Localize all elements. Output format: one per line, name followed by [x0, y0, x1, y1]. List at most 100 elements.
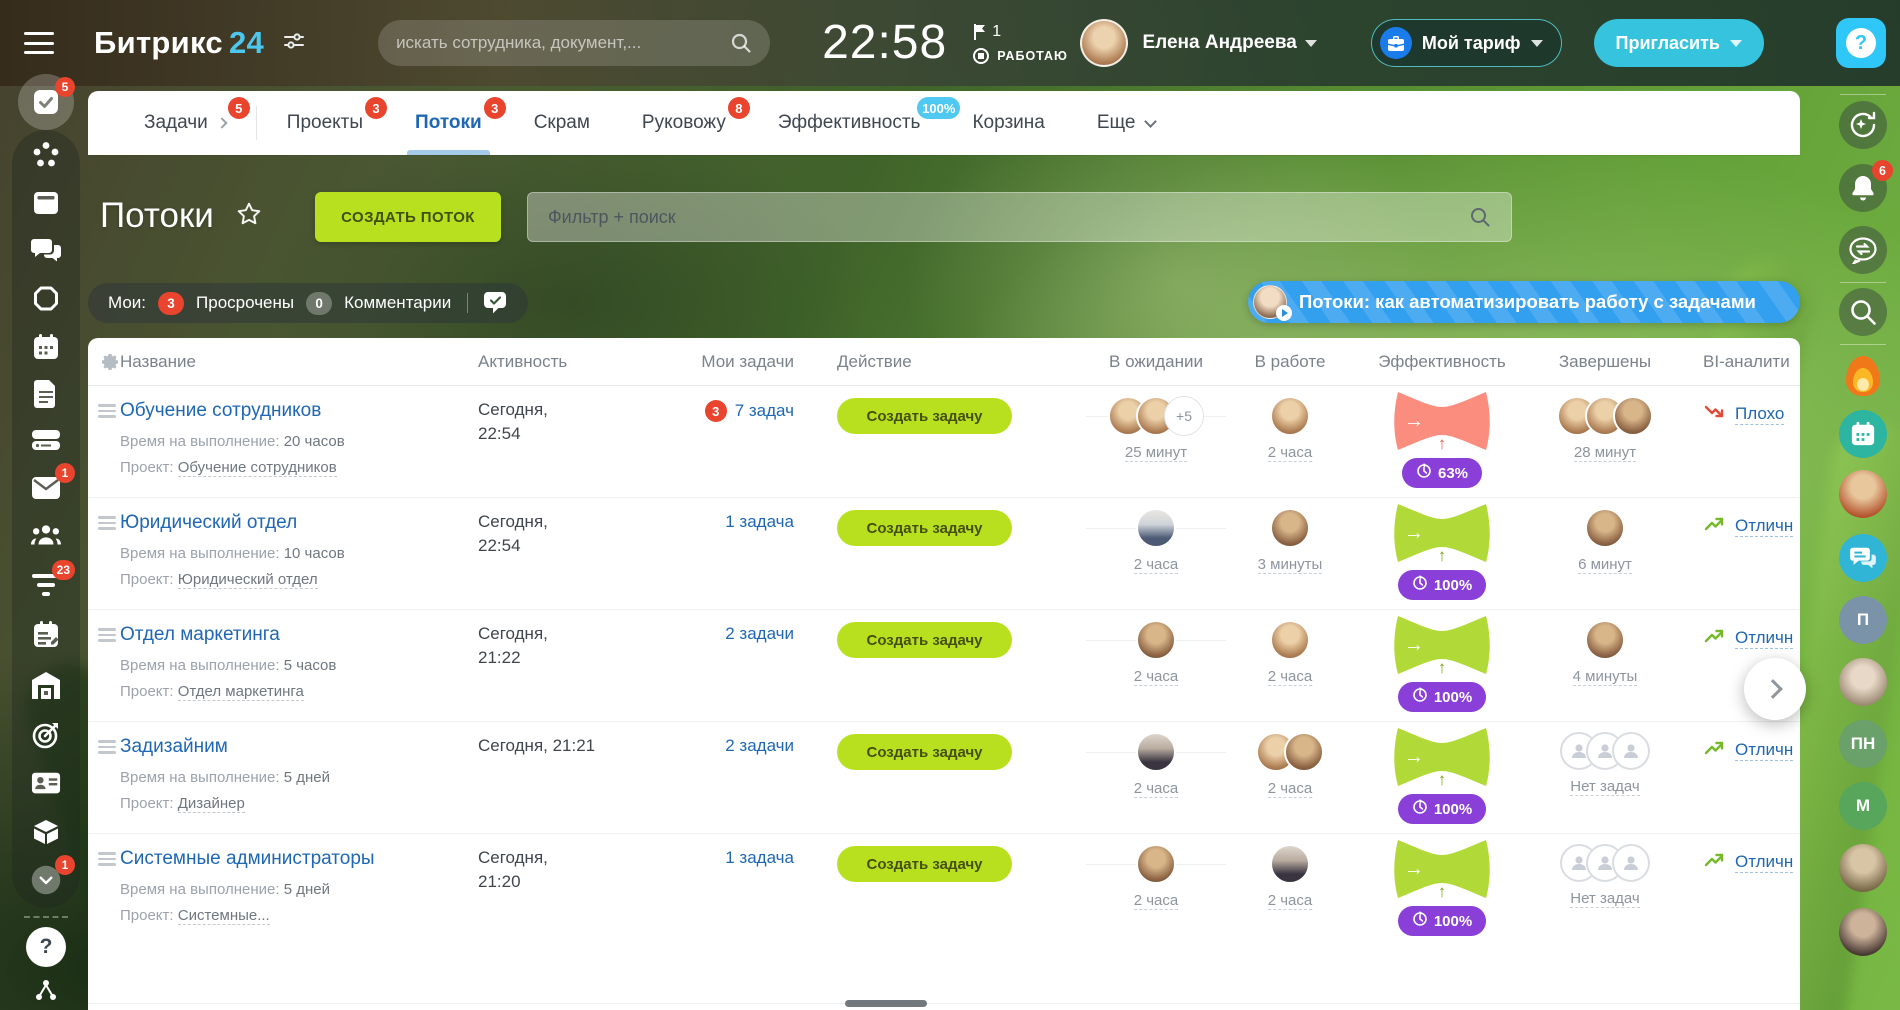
- col-bi-analytics[interactable]: BI-аналити: [1703, 352, 1790, 371]
- assignee-avatar[interactable]: [1136, 620, 1176, 660]
- logo-settings-icon[interactable]: [282, 29, 306, 58]
- drag-handle-icon[interactable]: [98, 404, 116, 418]
- assignee-avatar[interactable]: [1284, 732, 1324, 772]
- invite-button[interactable]: Пригласить: [1593, 19, 1764, 67]
- col-my-tasks[interactable]: Мои задачи: [701, 352, 794, 371]
- overdue-count-badge[interactable]: 3: [158, 291, 185, 315]
- employees-icon[interactable]: [31, 521, 61, 551]
- my-tasks-link[interactable]: 2 задачи: [725, 624, 794, 643]
- favorite-star-icon[interactable]: [236, 201, 262, 232]
- grid-settings-gear-icon[interactable]: [100, 352, 120, 377]
- warehouse-icon[interactable]: [31, 670, 61, 700]
- project-link[interactable]: Юридический отдел: [177, 570, 318, 589]
- bi-analytics-link[interactable]: Отличн: [1735, 852, 1794, 873]
- drag-handle-icon[interactable]: [98, 852, 116, 866]
- documents-icon[interactable]: [31, 379, 61, 409]
- tab-проекты[interactable]: Проекты 3: [261, 91, 389, 155]
- calendar-icon[interactable]: [31, 332, 61, 362]
- avatar[interactable]: [1839, 658, 1887, 706]
- user-menu[interactable]: Елена Андреева: [1142, 32, 1317, 54]
- sign-hexagon-icon[interactable]: [31, 284, 61, 314]
- calendar-teal-icon[interactable]: [1839, 410, 1887, 458]
- flame-icon[interactable]: [1839, 352, 1887, 400]
- create-task-button[interactable]: Создать задачу: [837, 398, 1012, 434]
- filter-search-input[interactable]: Фильтр + поиск: [527, 192, 1512, 242]
- stage-time[interactable]: 28 минут: [1573, 444, 1637, 462]
- assignee-avatar[interactable]: [1270, 844, 1310, 884]
- efficiency-badge[interactable]: 63%: [1401, 458, 1483, 488]
- crm-funnel-icon[interactable]: 23: [31, 560, 75, 600]
- stage-time[interactable]: Нет задач: [1570, 778, 1640, 796]
- stage-time[interactable]: 3 минуты: [1257, 556, 1323, 574]
- efficiency-badge[interactable]: 100%: [1397, 906, 1487, 936]
- assignee-avatar[interactable]: [1136, 508, 1176, 548]
- flow-name-link[interactable]: Обучение сотрудников: [120, 400, 322, 421]
- avatar[interactable]: [1839, 844, 1887, 892]
- assignee-avatar[interactable]: [1585, 620, 1625, 660]
- assignee-avatar[interactable]: [1136, 844, 1176, 884]
- stage-time[interactable]: 6 минут: [1578, 556, 1632, 574]
- my-tasks-link[interactable]: 1 задача: [725, 512, 794, 531]
- stage-time[interactable]: 25 минут: [1124, 444, 1188, 462]
- col-activity[interactable]: Активность: [478, 352, 568, 371]
- messenger-icon[interactable]: [31, 236, 61, 266]
- tab-эффективность[interactable]: Эффективность 100%: [752, 91, 961, 155]
- col-in-work[interactable]: В работе: [1254, 352, 1326, 371]
- assignee-avatar[interactable]: [1270, 620, 1310, 660]
- chat-teal-icon[interactable]: [1839, 534, 1887, 582]
- more-avatars-badge[interactable]: +5: [1164, 396, 1204, 436]
- app-logo[interactable]: Битрикс 24: [94, 25, 265, 60]
- status-working[interactable]: РАБОТАЮ: [973, 47, 1068, 64]
- assignee-avatar[interactable]: [1270, 396, 1310, 436]
- tasks-icon[interactable]: 5: [18, 74, 75, 130]
- tab-скрам[interactable]: Скрам: [533, 112, 590, 133]
- flow-name-link[interactable]: Системные администраторы: [120, 848, 375, 869]
- drive-icon[interactable]: [31, 425, 61, 455]
- tab-корзина[interactable]: Корзина: [972, 112, 1045, 133]
- letter-avatar-M[interactable]: M: [1839, 782, 1887, 830]
- project-link[interactable]: Отдел маркетинга: [177, 682, 304, 701]
- bi-analytics-link[interactable]: Отличн: [1735, 740, 1794, 761]
- drag-handle-icon[interactable]: [98, 740, 116, 754]
- global-search-input[interactable]: искать сотрудника, документ,...: [378, 20, 771, 66]
- flag-counter[interactable]: 1: [973, 23, 1068, 41]
- comments-label[interactable]: Комментарии: [344, 293, 452, 312]
- network-icon[interactable]: [31, 140, 61, 170]
- promo-banner[interactable]: Потоки: как автоматизировать работу с за…: [1248, 281, 1800, 323]
- stage-time[interactable]: 2 часа: [1133, 556, 1179, 574]
- assignee-avatar[interactable]: [1585, 508, 1625, 548]
- contact-card-icon[interactable]: [31, 768, 61, 798]
- letter-avatar-ПН[interactable]: ПН: [1839, 720, 1887, 768]
- notifications-icon[interactable]: 6: [1839, 160, 1893, 212]
- project-link[interactable]: Системные...: [177, 906, 270, 925]
- flow-name-link[interactable]: Отдел маркетинга: [120, 624, 280, 645]
- col-name[interactable]: Название: [120, 352, 196, 371]
- horizontal-scrollbar[interactable]: [845, 1000, 927, 1007]
- project-link[interactable]: Обучение сотрудников: [177, 458, 337, 477]
- search-icon[interactable]: [1839, 288, 1887, 336]
- help-button[interactable]: ?: [1836, 18, 1886, 68]
- stage-time[interactable]: 2 часа: [1267, 668, 1313, 686]
- my-tasks-link[interactable]: 2 задачи: [725, 736, 794, 755]
- flow-name-link[interactable]: Юридический отдел: [120, 512, 298, 533]
- create-task-button[interactable]: Создать задачу: [837, 846, 1012, 882]
- my-tariff-button[interactable]: Мой тариф: [1370, 19, 1562, 67]
- create-task-button[interactable]: Создать задачу: [837, 622, 1012, 658]
- messenger-arrows-icon[interactable]: [1839, 226, 1887, 274]
- scroll-right-button[interactable]: [1744, 658, 1806, 720]
- stage-time[interactable]: 2 часа: [1267, 780, 1313, 798]
- efficiency-badge[interactable]: 100%: [1397, 794, 1487, 824]
- assignee-avatar[interactable]: [1613, 396, 1653, 436]
- stage-time[interactable]: 4 минуты: [1572, 668, 1638, 686]
- col-action[interactable]: Действие: [837, 352, 912, 371]
- feed-icon[interactable]: [31, 188, 61, 218]
- assignee-avatar[interactable]: [1136, 732, 1176, 772]
- bi-analytics-link[interactable]: Отличн: [1735, 628, 1794, 649]
- efficiency-badge[interactable]: 100%: [1397, 570, 1487, 600]
- tab-руковожу[interactable]: Руковожу 8: [616, 91, 752, 155]
- hamburger-menu-icon[interactable]: [24, 32, 54, 54]
- share-icon[interactable]: [31, 975, 61, 1005]
- user-avatar[interactable]: [1080, 19, 1129, 67]
- create-flow-button[interactable]: СОЗДАТЬ ПОТОК: [315, 192, 501, 242]
- flow-name-link[interactable]: Задизайним: [120, 736, 228, 757]
